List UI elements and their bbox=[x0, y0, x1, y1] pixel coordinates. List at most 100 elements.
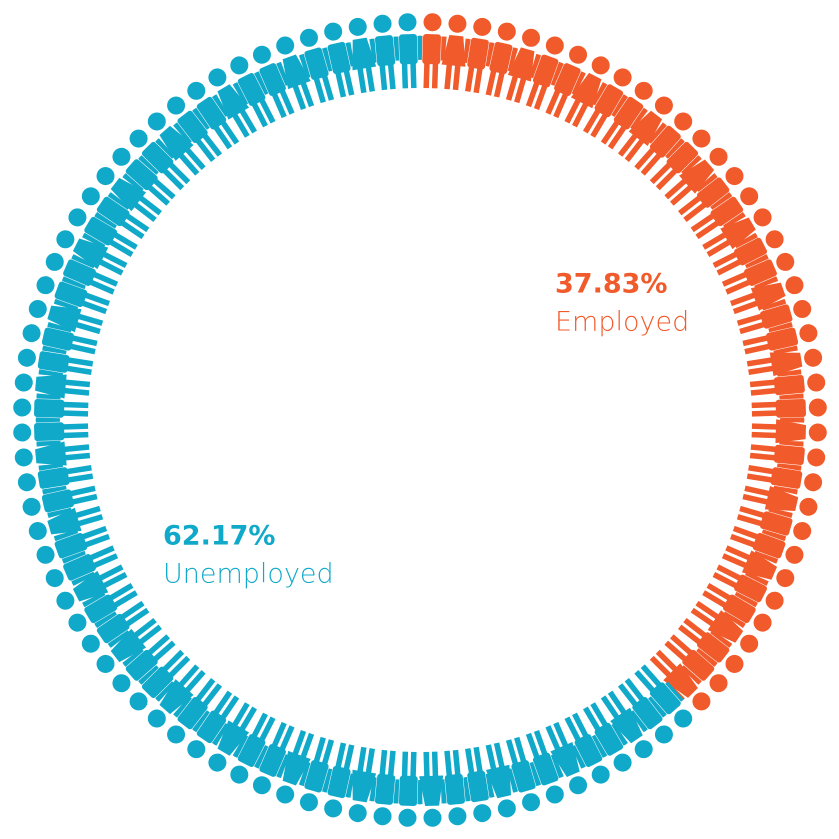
icon-head bbox=[68, 613, 87, 632]
icon-head bbox=[398, 808, 417, 827]
icon-leg bbox=[749, 379, 777, 388]
icon-leg bbox=[258, 97, 276, 124]
icon-head bbox=[807, 373, 826, 392]
icon-leg bbox=[465, 748, 475, 775]
icon-arm bbox=[123, 173, 144, 192]
icon-body bbox=[398, 775, 418, 806]
icon-leg bbox=[742, 335, 770, 347]
icon-leg bbox=[62, 387, 90, 396]
person-icon bbox=[14, 440, 91, 470]
icon-head bbox=[709, 147, 728, 166]
icon-arm bbox=[734, 592, 758, 608]
icon-leg bbox=[725, 279, 752, 295]
icon-head bbox=[725, 654, 744, 673]
value-label: 37.83% bbox=[555, 269, 667, 300]
person-icon bbox=[746, 347, 823, 377]
icon-body bbox=[613, 96, 644, 130]
icon-arm bbox=[47, 507, 72, 517]
icon-leg bbox=[80, 525, 108, 540]
icon-body bbox=[327, 41, 351, 74]
icon-arm bbox=[648, 123, 667, 144]
icon-arm bbox=[155, 681, 175, 701]
icon-head bbox=[14, 373, 33, 392]
icon-head bbox=[613, 753, 632, 772]
icon-leg bbox=[379, 63, 388, 91]
icon-head bbox=[36, 545, 55, 564]
icon-leg bbox=[423, 61, 430, 89]
person-icon bbox=[147, 112, 206, 176]
icon-head bbox=[299, 793, 318, 812]
icon-body bbox=[125, 159, 158, 191]
icon-body bbox=[679, 159, 715, 194]
icon-body bbox=[760, 304, 793, 329]
icon-head bbox=[373, 14, 392, 33]
icon-leg bbox=[184, 670, 206, 694]
person-icon bbox=[22, 485, 98, 517]
icon-head bbox=[129, 692, 148, 711]
icon-leg bbox=[746, 357, 774, 367]
icon-body bbox=[352, 769, 377, 803]
icon-body bbox=[63, 259, 96, 286]
icon-arm bbox=[779, 440, 804, 447]
person-icon bbox=[749, 370, 826, 400]
icon-body bbox=[35, 441, 67, 466]
icon-leg bbox=[736, 514, 764, 527]
icon-leg bbox=[624, 678, 645, 702]
icon-leg bbox=[335, 742, 347, 770]
icon-arm bbox=[551, 62, 564, 86]
icon-arm bbox=[82, 591, 106, 606]
icon-arm bbox=[665, 139, 685, 159]
icon-leg bbox=[300, 732, 315, 760]
icon-arm bbox=[347, 42, 355, 67]
icon-body bbox=[764, 485, 799, 512]
icon-leg bbox=[525, 732, 540, 760]
icon-body bbox=[84, 216, 118, 246]
icon-leg bbox=[231, 112, 250, 138]
icon-leg bbox=[101, 572, 128, 589]
icon-arm bbox=[696, 648, 717, 667]
person-icon bbox=[721, 252, 795, 295]
icon-body bbox=[237, 734, 266, 767]
icon-body bbox=[594, 84, 624, 118]
icon-body bbox=[96, 196, 130, 227]
icon-leg bbox=[258, 716, 276, 743]
icon-leg bbox=[695, 600, 721, 620]
icon-arm bbox=[212, 723, 229, 745]
icon-leg bbox=[108, 239, 134, 258]
icon-head bbox=[545, 785, 564, 804]
icon-arm bbox=[323, 47, 333, 72]
icon-arm bbox=[779, 394, 804, 400]
person-icon bbox=[712, 230, 784, 276]
icon-arm bbox=[254, 745, 269, 769]
icon-leg bbox=[76, 313, 104, 326]
icon-leg bbox=[92, 553, 119, 569]
icon-arm bbox=[42, 485, 67, 493]
icon-head bbox=[497, 22, 516, 41]
icon-arm bbox=[38, 463, 63, 470]
icon-head bbox=[45, 252, 64, 271]
icon-leg bbox=[533, 730, 548, 757]
person-icon bbox=[22, 323, 98, 355]
person-icon bbox=[545, 721, 588, 795]
icon-head bbox=[167, 96, 186, 115]
icon-leg bbox=[365, 748, 375, 775]
icon-leg bbox=[739, 505, 766, 519]
icon-leg bbox=[138, 195, 162, 216]
segment bbox=[13, 13, 693, 827]
icon-head bbox=[765, 230, 784, 249]
icon-leg bbox=[335, 70, 347, 98]
icon-leg bbox=[292, 83, 307, 110]
person-icon bbox=[13, 394, 89, 422]
icon-head bbox=[28, 522, 47, 541]
icon-leg bbox=[195, 678, 216, 702]
person-icon bbox=[600, 81, 653, 150]
icon-leg bbox=[649, 161, 673, 185]
icon-head bbox=[740, 634, 759, 653]
icon-arm bbox=[745, 571, 769, 586]
icon-head bbox=[473, 804, 492, 823]
icon-head bbox=[808, 423, 827, 442]
icon-arm bbox=[777, 370, 802, 377]
icon-leg bbox=[600, 119, 620, 145]
icon-head bbox=[785, 545, 804, 564]
icon-leg bbox=[201, 683, 223, 708]
